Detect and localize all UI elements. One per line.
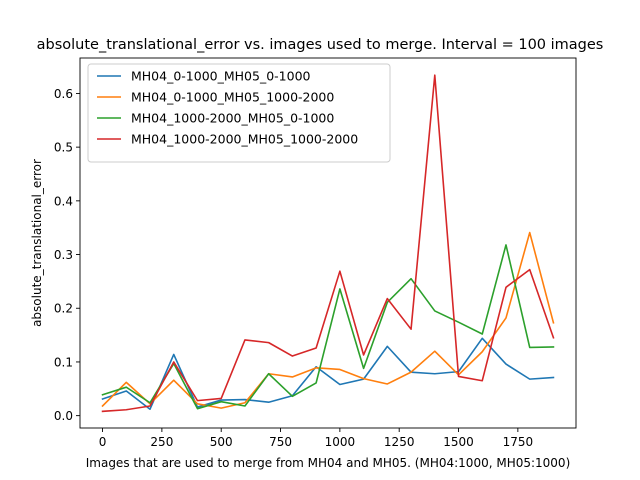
y-tick-label: 0.1 — [54, 355, 73, 369]
plot-area — [79, 57, 577, 429]
x-tick-label: 0 — [99, 435, 107, 449]
legend: MH04_0-1000_MH05_0-1000 MH04_0-1000_MH05_… — [87, 63, 391, 163]
y-tick-label: 0.5 — [54, 141, 73, 155]
x-axis: 0 250 500 750 1000 1250 1500 1750 — [99, 428, 533, 449]
legend-label-4: MH04_1000-2000_MH05_1000-2000 — [131, 132, 358, 147]
series-line-1 — [101, 337, 555, 411]
x-axis-label: Images that are used to merge from MH04 … — [86, 456, 571, 470]
chart-title: absolute_translational_error vs. images … — [37, 37, 604, 53]
y-tick-label: 0.0 — [54, 409, 73, 423]
series-line-3 — [101, 244, 555, 410]
legend-label-3: MH04_1000-2000_MH05_0-1000 — [131, 111, 334, 126]
legend-label-1: MH04_0-1000_MH05_0-1000 — [131, 69, 311, 84]
x-tick-label: 1500 — [443, 435, 474, 449]
x-tick-label: 1250 — [384, 435, 415, 449]
x-tick-label: 750 — [269, 435, 292, 449]
y-tick-label: 0.2 — [54, 302, 73, 316]
plot-frame — [79, 57, 577, 429]
y-axis: 0.0 0.1 0.2 0.3 0.4 0.5 0.6 — [54, 87, 80, 423]
y-tick-label: 0.6 — [54, 87, 73, 101]
x-tick-label: 1000 — [325, 435, 356, 449]
legend-box — [87, 63, 391, 163]
x-tick-label: 1750 — [503, 435, 534, 449]
x-tick-label: 500 — [210, 435, 233, 449]
x-tick-label: 250 — [150, 435, 173, 449]
y-tick-label: 0.4 — [54, 194, 73, 208]
series-line-2 — [101, 231, 555, 409]
y-tick-label: 0.3 — [54, 248, 73, 262]
y-axis-label: absolute_translational_error — [30, 159, 44, 327]
legend-label-2: MH04_0-1000_MH05_1000-2000 — [131, 90, 334, 105]
series-line-4 — [101, 74, 555, 413]
